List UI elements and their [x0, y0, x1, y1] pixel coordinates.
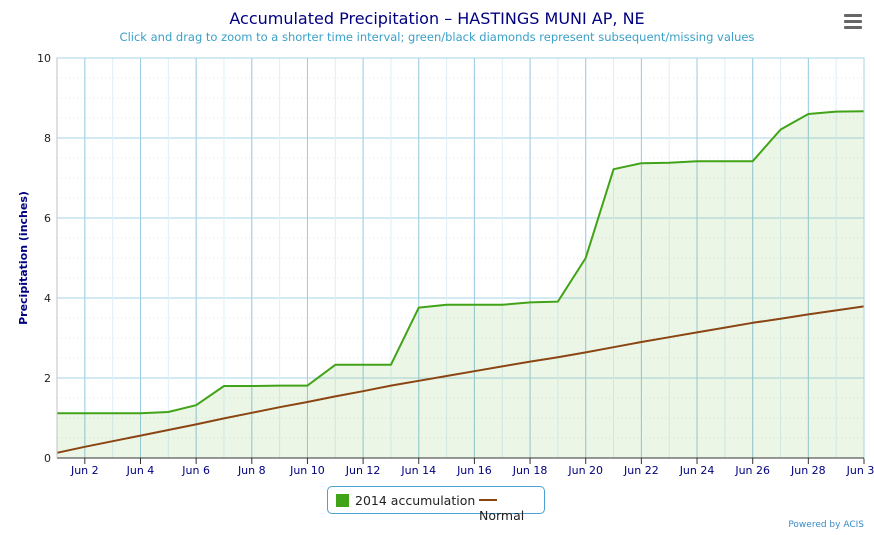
data-point [724, 160, 726, 162]
x-tick-label: Jun 26 [734, 464, 770, 477]
legend-line-normal [479, 499, 497, 501]
y-tick-label: 4 [44, 292, 51, 305]
data-point [306, 385, 308, 387]
data-point [390, 385, 392, 387]
y-tick-label: 10 [37, 52, 51, 65]
data-point [557, 301, 559, 303]
data-point [752, 322, 754, 324]
data-point [780, 318, 782, 320]
data-point [446, 304, 448, 306]
data-point [668, 336, 670, 338]
data-point [195, 423, 197, 425]
data-point [529, 361, 531, 363]
data-point [668, 162, 670, 164]
series-line-1 [56, 305, 865, 454]
x-tick-label: Jun 30 [846, 464, 874, 477]
data-point [696, 331, 698, 333]
data-point [306, 401, 308, 403]
data-point [84, 412, 86, 414]
data-point [139, 412, 141, 414]
data-point [362, 364, 364, 366]
data-point [223, 417, 225, 419]
data-point [557, 356, 559, 358]
data-point [112, 440, 114, 442]
hamburger-menu-icon[interactable] [844, 14, 862, 30]
x-tick-label: Jun 16 [456, 464, 492, 477]
data-point [473, 304, 475, 306]
data-point [334, 364, 336, 366]
data-point [640, 162, 642, 164]
legend-item-normal[interactable]: Normal [479, 493, 544, 523]
data-point [529, 301, 531, 303]
legend-swatch-2014 [336, 494, 349, 507]
legend-label-normal: Normal [479, 508, 525, 523]
y-tick-label: 0 [44, 452, 51, 465]
data-point [585, 257, 587, 259]
x-tick-label: Jun 8 [237, 464, 266, 477]
x-tick-label: Jun 22 [623, 464, 659, 477]
data-point [613, 346, 615, 348]
precipitation-chart[interactable]: 0 2 4 6 8 10 Jun 2 Jun 4 Jun 6 Jun 8 Jun 10 Jun 12 J… [0, 0, 874, 480]
x-tick-label: Jun 14 [400, 464, 436, 477]
data-point [139, 435, 141, 437]
series-line-0 [57, 110, 865, 415]
x-tick-label: Jun 2 [70, 464, 99, 477]
data-point [251, 412, 253, 414]
y-tick-label: 2 [44, 372, 51, 385]
data-point [84, 446, 86, 448]
data-point [585, 351, 587, 353]
data-point [418, 307, 420, 309]
data-point [167, 411, 169, 413]
chart-title: Accumulated Precipitation – HASTINGS MUN… [229, 9, 645, 28]
data-point [473, 370, 475, 372]
data-point [807, 113, 809, 115]
chart-subtitle: Click and drag to zoom to a shorter time… [119, 30, 755, 44]
x-tick-label: Jun 4 [126, 464, 155, 477]
data-point [418, 380, 420, 382]
data-point [334, 395, 336, 397]
data-point [501, 304, 503, 306]
data-point [640, 341, 642, 343]
data-point [112, 412, 114, 414]
data-point [613, 168, 615, 170]
legend-label-2014: 2014 accumulation [355, 493, 476, 508]
x-tick-label: Jun 24 [679, 464, 715, 477]
chart-legend: 2014 accumulation Normal [327, 486, 545, 523]
data-point [752, 160, 754, 162]
data-point [195, 404, 197, 406]
data-point [279, 385, 281, 387]
data-point [501, 365, 503, 367]
data-point [251, 385, 253, 387]
x-tick-label: Jun 20 [567, 464, 603, 477]
data-point [223, 385, 225, 387]
data-point [807, 313, 809, 315]
data-point [362, 390, 364, 392]
data-point [835, 111, 837, 113]
y-tick-label: 6 [44, 212, 51, 225]
x-tick-label: Jun 10 [289, 464, 325, 477]
data-point [279, 406, 281, 408]
y-axis-title: Precipitation (inches) [17, 191, 30, 325]
x-tick-label: Jun 12 [345, 464, 381, 477]
data-point [724, 327, 726, 329]
legend-item-2014-accumulation[interactable]: 2014 accumulation [336, 493, 475, 508]
data-point [835, 309, 837, 311]
x-tick-label: Jun 18 [512, 464, 548, 477]
data-point [696, 160, 698, 162]
series-area-0 [57, 111, 864, 458]
credits-link[interactable]: Powered by ACIS [788, 520, 864, 530]
x-tick-label: Jun 28 [790, 464, 826, 477]
data-point [780, 129, 782, 131]
data-point [446, 375, 448, 377]
x-tick-label: Jun 6 [181, 464, 210, 477]
y-tick-label: 8 [44, 132, 51, 145]
data-point [390, 364, 392, 366]
data-point [167, 429, 169, 431]
